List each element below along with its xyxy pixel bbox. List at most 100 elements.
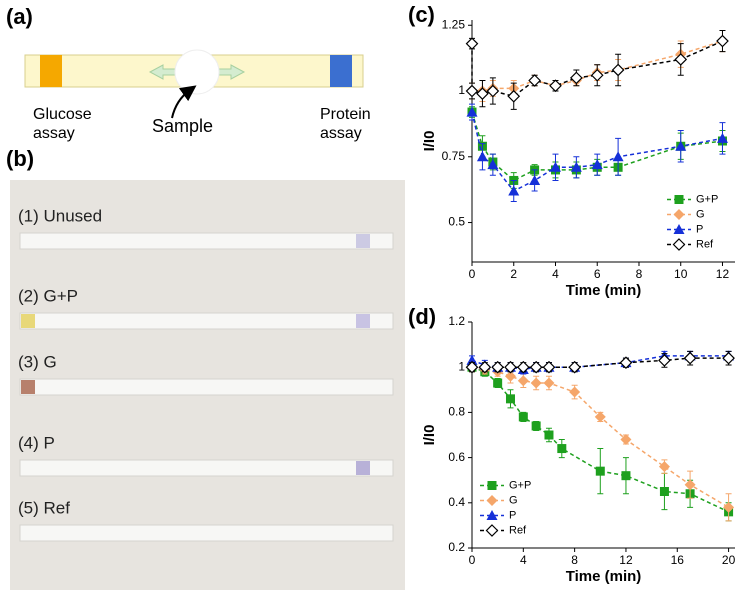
marker (504, 370, 516, 382)
legend-label: P (509, 509, 516, 521)
marker (621, 471, 631, 481)
marker (465, 37, 479, 51)
marker (595, 466, 605, 476)
x-tick-label: 4 (552, 267, 559, 281)
marker (517, 375, 529, 387)
legend-label: Ref (696, 238, 714, 250)
x-tick-label: 10 (674, 267, 688, 281)
marker (544, 430, 554, 440)
x-axis-label: Time (min) (566, 282, 642, 299)
x-tick-label: 12 (716, 267, 730, 281)
marker (673, 224, 685, 234)
sample-spot (174, 49, 220, 95)
marker (722, 351, 735, 365)
marker (549, 79, 562, 93)
marker (486, 84, 500, 98)
marker (543, 377, 555, 389)
marker (542, 360, 556, 374)
x-tick-label: 16 (671, 553, 685, 567)
sample-arrow (171, 85, 197, 119)
color-spot (356, 314, 370, 328)
sample-label: Sample (152, 116, 213, 136)
marker (507, 89, 521, 103)
strip-label: (5) Ref (18, 498, 70, 517)
y-tick-label: 0.2 (448, 540, 465, 554)
marker (672, 238, 686, 251)
marker (487, 481, 497, 490)
marker (531, 421, 541, 431)
marker (465, 360, 479, 374)
strip-label: (2) G+P (18, 286, 78, 305)
test-strip (19, 232, 394, 250)
marker (619, 356, 633, 370)
marker (478, 360, 492, 374)
marker (493, 378, 503, 388)
marker (673, 209, 685, 220)
x-tick-label: 4 (520, 553, 527, 567)
glucose-label: Glucose (33, 106, 92, 123)
marker (504, 360, 517, 374)
glucose-label: assay (33, 125, 75, 142)
y-tick-label: 0.8 (448, 405, 465, 419)
y-tick-label: 1.2 (448, 314, 465, 328)
test-strip (19, 459, 394, 477)
marker (570, 161, 582, 172)
y-axis-label: I/I0 (421, 425, 438, 446)
panel-label: (b) (6, 146, 34, 171)
y-tick-label: 1 (458, 83, 465, 97)
legend-label: G+P (696, 193, 718, 205)
test-strip (19, 524, 394, 542)
legend-label: G (696, 208, 705, 220)
marker (612, 151, 624, 162)
marker (568, 360, 581, 374)
marker (675, 140, 687, 151)
marker (485, 524, 499, 537)
marker (486, 510, 498, 520)
marker (683, 351, 697, 365)
marker (465, 84, 479, 98)
marker (491, 360, 505, 374)
marker (658, 461, 670, 473)
marker (591, 159, 603, 170)
marker (674, 195, 684, 204)
marker (594, 411, 606, 423)
panel-label: (d) (408, 304, 436, 329)
y-tick-label: 0.4 (448, 495, 465, 509)
marker (716, 132, 728, 143)
legend-label: Ref (509, 524, 527, 536)
y-tick-label: 1 (458, 359, 465, 373)
color-spot (356, 234, 370, 248)
y-tick-label: 0.5 (448, 215, 465, 229)
marker (674, 53, 688, 66)
marker (620, 434, 632, 446)
color-spot (356, 461, 370, 475)
marker (684, 479, 696, 491)
marker (476, 151, 488, 162)
x-tick-label: 2 (510, 267, 517, 281)
marker (487, 159, 499, 170)
x-tick-label: 0 (469, 267, 476, 281)
marker (557, 444, 567, 454)
strip-label: (1) Unused (18, 206, 102, 225)
y-tick-label: 0.6 (448, 450, 465, 464)
marker (518, 412, 528, 422)
protein-pad (330, 55, 352, 87)
marker (528, 74, 541, 87)
marker (659, 487, 669, 496)
protein-label: assay (320, 125, 362, 142)
marker (570, 71, 583, 85)
marker (569, 386, 581, 398)
strip-label: (4) P (18, 433, 55, 452)
marker (658, 354, 671, 367)
marker (508, 185, 520, 196)
y-axis-label: I/I0 (421, 131, 438, 152)
panel-label: (c) (408, 2, 435, 27)
x-tick-label: 0 (469, 553, 476, 567)
marker (505, 394, 515, 404)
marker (529, 360, 543, 374)
panel-label: (a) (6, 4, 33, 29)
test-strip (19, 312, 394, 330)
marker (529, 174, 541, 185)
marker (590, 68, 604, 82)
legend-label: G (509, 494, 518, 506)
